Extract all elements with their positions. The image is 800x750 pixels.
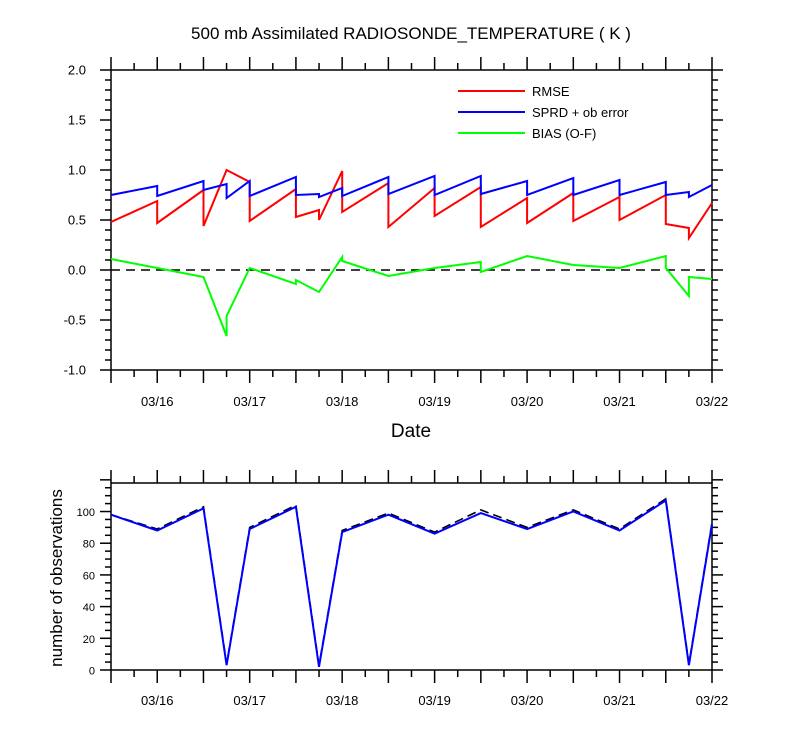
x-axis-label: Date xyxy=(391,421,431,442)
x-tick-label: 03/19 xyxy=(418,693,451,708)
series-line-1 xyxy=(110,174,713,200)
top-panel: 03/16 03/17 03/18 03/19 03/20 03/21 03/22 -1.0 -… xyxy=(64,57,729,409)
y-tick-label: 60 xyxy=(83,570,95,582)
y-tick-label: 100 xyxy=(77,507,95,519)
plot-frame xyxy=(110,482,713,671)
y-tick-label: 40 xyxy=(83,602,95,614)
x-tick-label: 03/20 xyxy=(511,693,544,708)
x-tick-label: 03/21 xyxy=(603,394,636,409)
y-tick-label: -1.0 xyxy=(64,363,86,378)
x-tick-label: 03/20 xyxy=(511,394,544,409)
y-tick-label: 1.5 xyxy=(68,113,86,128)
x-tick-label: 03/19 xyxy=(418,394,451,409)
x-tick-label: 03/18 xyxy=(326,693,359,708)
x-tick-label: 03/22 xyxy=(696,394,729,409)
y-tick-label: 0 xyxy=(89,666,95,678)
series-line-1 xyxy=(110,498,713,667)
x-tick-label: 03/17 xyxy=(233,693,266,708)
y-axis-label-bottom: number of observations xyxy=(47,489,66,667)
y-tick-label: 20 xyxy=(83,634,95,646)
y-tick-label: -0.5 xyxy=(64,313,86,328)
legend-label-0: RMSE xyxy=(532,84,570,99)
x-tick-label: 03/21 xyxy=(603,693,636,708)
series-line-2 xyxy=(110,253,713,337)
y-tick-label: 1.0 xyxy=(68,163,86,178)
legend-label-1: SPRD + ob error xyxy=(532,105,629,120)
series-line-0 xyxy=(110,497,713,666)
x-tick-label: 03/16 xyxy=(141,693,174,708)
legend-label-2: BIAS (O-F) xyxy=(532,126,596,141)
x-tick-label: 03/22 xyxy=(696,693,729,708)
x-tick-label: 03/18 xyxy=(326,394,359,409)
x-tick-label: 03/17 xyxy=(233,394,266,409)
series-line-0 xyxy=(110,168,713,242)
y-tick-label: 80 xyxy=(83,539,95,551)
y-tick-label: 0.5 xyxy=(68,213,86,228)
chart-title: 500 mb Assimilated RADIOSONDE_TEMPERATUR… xyxy=(191,24,631,43)
y-tick-label: 2.0 xyxy=(68,63,86,78)
x-tick-label: 03/16 xyxy=(141,394,174,409)
y-tick-label: 0.0 xyxy=(68,263,86,278)
bottom-panel: 03/16 03/17 03/18 03/19 03/20 03/21 03/22 0 20 40… xyxy=(77,470,729,708)
